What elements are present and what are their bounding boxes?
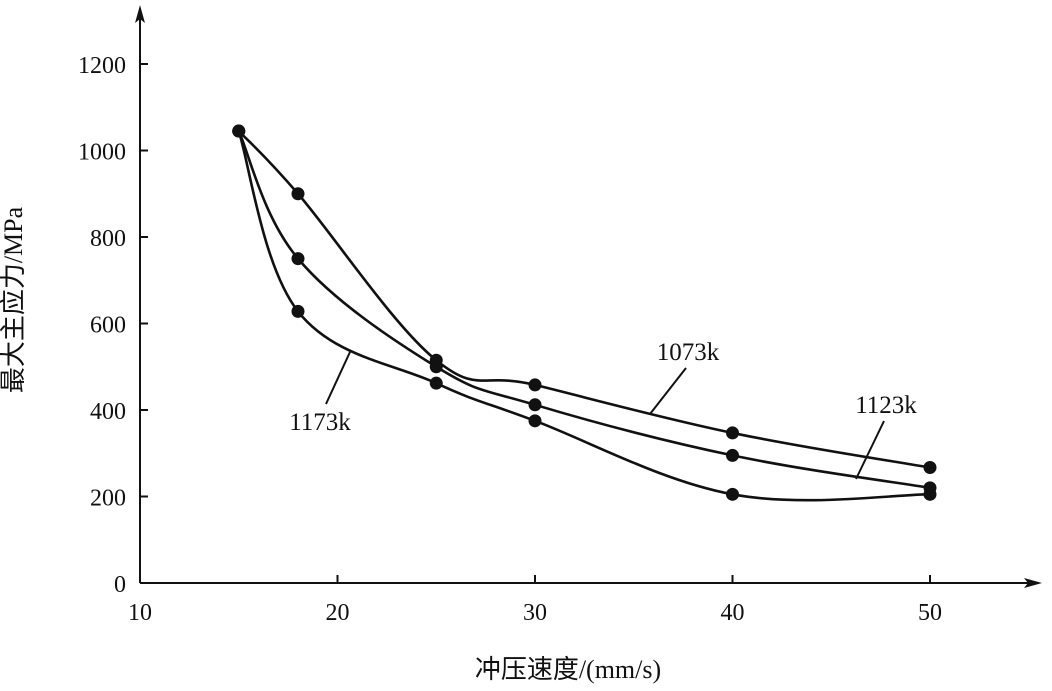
y-tick-label: 1000 [78,140,126,166]
data-point-1073k [528,378,542,392]
data-point-1173k [429,376,443,390]
data-point-1173k [923,487,937,501]
series-line-1123k [237,130,931,490]
leader-line-1073k [649,367,687,415]
data-point-1173k [528,414,542,428]
x-tick-label: 50 [918,600,942,626]
data-point-1073k [923,461,937,475]
data-point-1123k [429,360,443,374]
series-line-1173k [237,130,931,502]
leader-line-1123k [855,420,885,480]
ticks: 10 20 30 40 50 0 200 400 600 800 1000 1200 [78,53,942,626]
axes [135,5,1042,588]
y-tick-label: 200 [90,486,126,512]
leader-line-1173k [325,351,351,405]
y-tick-label: 600 [90,313,126,339]
data-point-1073k [726,426,739,440]
x-tick-label: 10 [128,600,152,626]
data-point-1173k [291,304,305,318]
y-axis-arrow [135,5,145,23]
data-point-1173k [232,124,246,138]
x-tick-label: 40 [721,600,745,626]
data-point-1123k [528,398,542,412]
x-tick-label: 20 [326,600,350,626]
y-axis-title: 最大主应力/MPa [0,206,28,393]
x-axis-title: 冲压速度/(mm/s) [475,655,661,684]
x-axis-arrow [1024,578,1042,588]
x-tick-label: 30 [523,600,547,626]
y-tick-label: 0 [114,572,126,598]
y-tick-label: 800 [90,226,126,252]
data-point-1073k [291,187,305,201]
data-point-1173k [726,487,739,501]
series-label-1073k: 1073k [657,339,720,366]
labels: 冲压速度/(mm/s) 最大主应力/MPa 1073k 1123k 1173k [0,206,917,684]
series-label-1173k: 1173k [289,409,351,436]
data-point-1123k [291,252,305,266]
data-point-1123k [726,448,739,462]
series-label-1123k: 1123k [855,392,917,419]
y-tick-label: 1200 [78,53,126,79]
series [232,124,937,502]
y-tick-label: 400 [90,399,126,425]
